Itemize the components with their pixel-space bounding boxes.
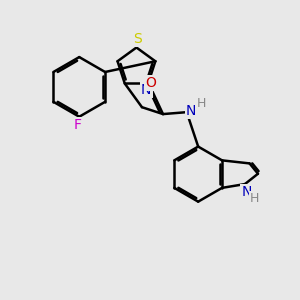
Text: S: S [133,32,142,46]
Text: H: H [250,192,259,205]
Text: O: O [145,76,156,90]
Text: F: F [73,118,81,132]
Text: N: N [241,185,252,200]
Text: N: N [186,103,196,118]
Text: H: H [196,97,206,110]
Text: N: N [141,83,152,98]
